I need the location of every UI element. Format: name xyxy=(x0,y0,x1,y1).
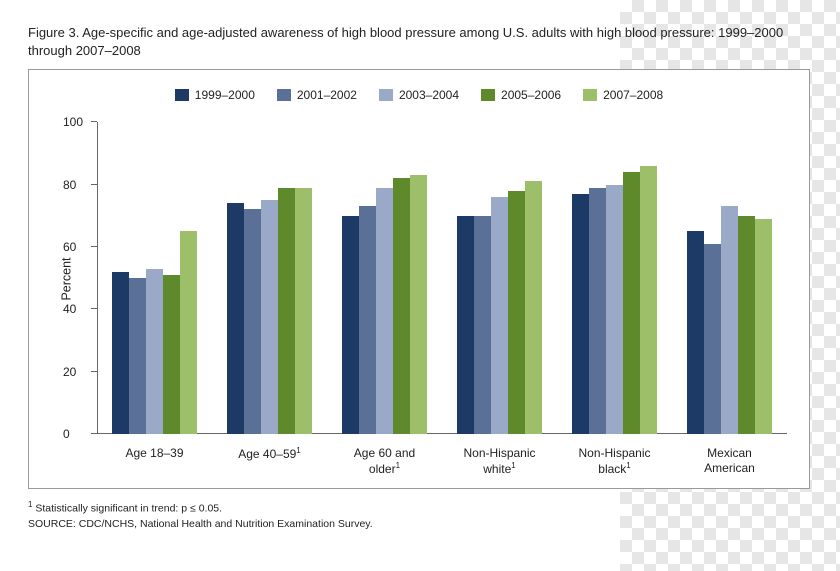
bar xyxy=(112,272,129,434)
legend-label: 2005–2006 xyxy=(501,88,561,102)
bar xyxy=(721,206,738,434)
legend-label: 2003–2004 xyxy=(399,88,459,102)
legend-swatch xyxy=(481,89,495,101)
bar xyxy=(572,194,589,434)
legend-swatch xyxy=(379,89,393,101)
legend-item: 2001–2002 xyxy=(277,88,357,102)
bar xyxy=(376,188,393,434)
bar xyxy=(261,200,278,434)
bar xyxy=(687,231,704,434)
bar xyxy=(640,166,657,434)
y-tick-label: 40 xyxy=(63,302,76,316)
bar xyxy=(738,216,755,434)
x-axis-label: Non-Hispanicwhite1 xyxy=(442,446,557,476)
x-axis-label: Age 18–39 xyxy=(97,446,212,476)
bar xyxy=(278,188,295,434)
bar xyxy=(244,209,261,434)
x-axis-label: Non-Hispanicblack1 xyxy=(557,446,672,476)
x-axis-label: Age 40–591 xyxy=(212,446,327,476)
y-tick-label: 0 xyxy=(63,427,70,441)
bar xyxy=(474,216,491,434)
legend: 1999–2000 2001–2002 2003–2004 2005–2006 2007… xyxy=(29,88,809,102)
x-axis-label: Age 60 andolder1 xyxy=(327,446,442,476)
plot-area: 020406080100 xyxy=(97,122,787,434)
bar-group xyxy=(97,122,212,434)
bar xyxy=(180,231,197,434)
legend-label: 2001–2002 xyxy=(297,88,357,102)
bar xyxy=(295,188,312,434)
y-tick-label: 80 xyxy=(63,178,76,192)
x-axis-label: MexicanAmerican xyxy=(672,446,787,476)
legend-swatch xyxy=(583,89,597,101)
bar xyxy=(491,197,508,434)
bar xyxy=(606,185,623,435)
legend-item: 2005–2006 xyxy=(481,88,561,102)
y-tick-label: 20 xyxy=(63,365,76,379)
bar xyxy=(342,216,359,434)
legend-item: 2003–2004 xyxy=(379,88,459,102)
bar xyxy=(755,219,772,434)
bar xyxy=(525,181,542,434)
y-tick-label: 100 xyxy=(63,115,83,129)
x-labels: Age 18–39Age 40–591Age 60 andolder1Non-H… xyxy=(97,446,787,476)
bar xyxy=(457,216,474,434)
bar-groups xyxy=(97,122,787,434)
y-tick-label: 60 xyxy=(63,240,76,254)
bar xyxy=(589,188,606,434)
footnotes: 1 Statistically significant in trend: p … xyxy=(28,499,812,533)
bar-group xyxy=(442,122,557,434)
bar xyxy=(623,172,640,434)
figure-title: Figure 3. Age-specific and age-adjusted … xyxy=(28,24,788,59)
legend-label: 1999–2000 xyxy=(195,88,255,102)
bar xyxy=(508,191,525,434)
bar-group xyxy=(672,122,787,434)
legend-item: 1999–2000 xyxy=(175,88,255,102)
bar xyxy=(704,244,721,434)
chart-container: 1999–2000 2001–2002 2003–2004 2005–2006 2007… xyxy=(28,69,810,489)
bar-group xyxy=(327,122,442,434)
bar-group xyxy=(212,122,327,434)
bar xyxy=(163,275,180,434)
bar xyxy=(359,206,376,434)
legend-swatch xyxy=(175,89,189,101)
bar xyxy=(410,175,427,434)
footnote-1: 1 Statistically significant in trend: p … xyxy=(28,499,812,517)
bar xyxy=(393,178,410,434)
legend-item: 2007–2008 xyxy=(583,88,663,102)
legend-label: 2007–2008 xyxy=(603,88,663,102)
legend-swatch xyxy=(277,89,291,101)
source-line: SOURCE: CDC/NCHS, National Health and Nu… xyxy=(28,517,812,533)
bar xyxy=(227,203,244,434)
y-axis-label: Percent xyxy=(60,258,74,301)
bar xyxy=(146,269,163,434)
bar xyxy=(129,278,146,434)
bar-group xyxy=(557,122,672,434)
